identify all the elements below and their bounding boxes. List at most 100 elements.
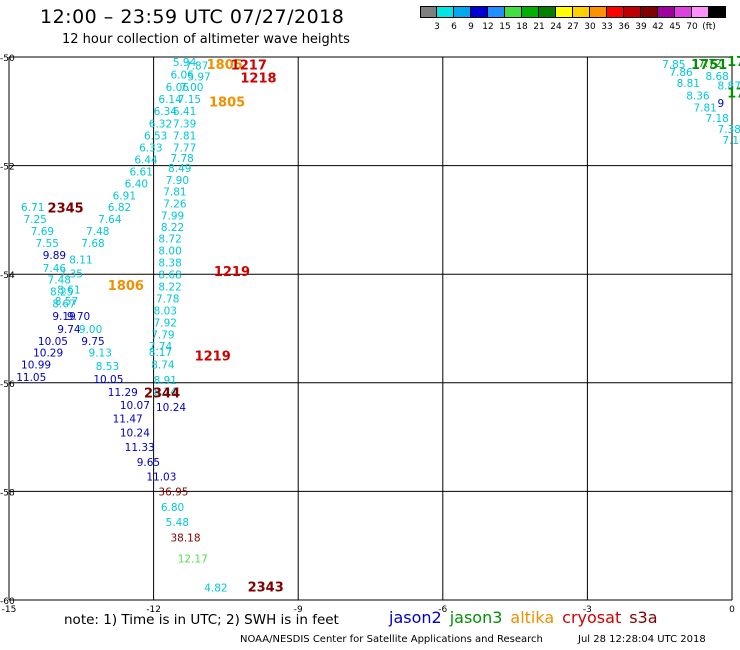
wave-height-label: 8.38 <box>158 258 181 270</box>
page-subtitle: 12 hour collection of altimeter wave hei… <box>62 32 350 47</box>
wave-height-label: 7.48 <box>48 274 71 286</box>
wave-height-label: 7.18 <box>705 113 728 125</box>
pass-time-label: 1219 <box>214 265 250 280</box>
color-scale-label: 24 <box>550 22 562 32</box>
wave-height-label: 6.41 <box>173 106 196 118</box>
x-tick-label: -15 <box>2 605 17 615</box>
y-tick-label: -56 <box>0 380 15 390</box>
color-scale-label: 42 <box>652 22 664 32</box>
color-scale-label: 18 <box>516 22 528 32</box>
color-swatch <box>641 6 658 18</box>
wave-height-label: 8.57 <box>55 296 78 308</box>
wave-height-label: 8.00 <box>158 246 181 258</box>
wave-height-label: 9.74 <box>57 324 81 336</box>
footer-note: note: 1) Time is in UTC; 2) SWH is in fe… <box>64 612 339 628</box>
color-swatch <box>471 6 488 18</box>
wave-height-label: 9.00 <box>79 324 102 336</box>
wave-height-label: 7.68 <box>81 238 104 250</box>
wave-height-label: 6.44 <box>134 154 158 166</box>
color-scale-label: 39 <box>635 22 647 32</box>
wave-height-label: 8.72 <box>158 234 181 246</box>
wave-height-label: 9.13 <box>89 348 112 360</box>
satellite-legend: jason2 jason3 altika cryosat s3a <box>389 608 666 627</box>
wave-height-label: 9.75 <box>81 336 104 348</box>
wave-height-label: 6.32 <box>149 119 172 131</box>
wave-height-label: 10.29 <box>33 348 63 360</box>
legend-item-cryosat: cryosat <box>562 608 622 627</box>
x-tick-label: -12 <box>146 605 161 615</box>
wave-height-label: 7.15 <box>178 94 201 106</box>
color-swatch <box>624 6 641 18</box>
pass-time-label: 1219 <box>195 350 231 365</box>
pass-time-label: 1217 <box>231 58 267 73</box>
wave-height-label: 8.67 <box>52 298 75 310</box>
wave-height-label: 10.24 <box>120 428 150 440</box>
wave-height-label: 7.90 <box>166 175 189 187</box>
wave-height-label: 7.69 <box>31 226 54 238</box>
color-scale-label: 30 <box>584 22 596 32</box>
wave-height-label: 7.35 <box>60 268 83 280</box>
color-swatch <box>692 6 709 18</box>
color-scale-label: 45 <box>669 22 681 32</box>
wave-height-label: 10.07 <box>120 400 150 412</box>
color-swatch <box>607 6 624 18</box>
wave-height-label: 7.00 <box>180 82 203 94</box>
wave-height-label: 11.05 <box>16 372 46 384</box>
wave-height-label: 6.33 <box>139 142 162 154</box>
wave-height-label: 7.85 <box>662 59 685 71</box>
wave-height-label: 8.22 <box>161 222 184 234</box>
wave-height-label: 8.53 <box>96 361 119 373</box>
color-scale-label: 33 <box>601 22 613 32</box>
pass-time-label: 2343 <box>248 580 284 595</box>
wave-height-label: 7.72 <box>698 58 721 70</box>
wave-height-label: 8.49 <box>168 163 191 175</box>
color-swatch <box>556 6 573 18</box>
legend-item-altika: altika <box>510 608 555 627</box>
wave-height-label: 10.99 <box>21 360 51 372</box>
wave-height-label: 8.61 <box>57 285 80 297</box>
color-swatch <box>454 6 471 18</box>
color-scale-label: 15 <box>499 22 511 32</box>
y-tick-label: -60 <box>0 597 15 607</box>
wave-height-label: 38.18 <box>170 532 200 544</box>
wave-height-label: 11.33 <box>125 442 155 454</box>
color-scale-label: 36 <box>618 22 630 32</box>
page-title: 12:00 – 23:59 UTC 07/27/2018 <box>40 6 345 28</box>
wave-height-label: 9 <box>718 98 725 110</box>
wave-height-label: 7.48 <box>86 226 109 238</box>
wave-height-label: 7.78 <box>170 153 193 165</box>
wave-height-label: 7.18 <box>722 135 740 147</box>
wave-height-label: 5.94 <box>173 57 197 69</box>
wave-height-label: 7.79 <box>151 329 174 341</box>
wave-height-label: 9.65 <box>137 457 160 469</box>
wave-height-label: 7.92 <box>154 317 177 329</box>
wave-height-label: 8.87 <box>718 81 740 93</box>
wave-height-label: 8.17 <box>149 347 172 359</box>
wave-height-label: 8.22 <box>158 281 181 293</box>
wave-height-label: 11.03 <box>146 472 176 484</box>
wave-height-label: 11.47 <box>113 413 143 425</box>
wave-height-label: 7.99 <box>161 210 184 222</box>
legend-item-s3a: s3a <box>629 608 658 627</box>
wave-height-label: 10.24 <box>156 402 186 414</box>
x-tick-label: -9 <box>294 605 303 615</box>
pass-time-label: 1806 <box>108 279 144 294</box>
wave-height-label: 8.68 <box>705 71 728 83</box>
wave-height-label: 6.80 <box>161 502 184 514</box>
wave-height-label: 8.25 <box>50 286 73 298</box>
color-swatch <box>539 6 556 18</box>
color-scale-label: 12 <box>482 22 494 32</box>
color-swatch <box>658 6 675 18</box>
wave-height-label: 7.38 <box>718 124 740 136</box>
pass-time-label: 1218 <box>240 72 276 87</box>
color-swatch <box>590 6 607 18</box>
pass-time-label: 1805 <box>207 58 243 73</box>
wave-height-label: 7.64 <box>98 214 122 226</box>
color-scale-border <box>420 6 726 18</box>
color-swatch <box>437 6 454 18</box>
color-scale-label: (ft) <box>702 22 716 32</box>
pass-time-label: 2345 <box>48 201 84 216</box>
wave-height-label: 7.25 <box>23 214 46 226</box>
wave-height-label: 8.36 <box>686 90 710 102</box>
wave-height-label: 6.82 <box>108 202 131 214</box>
